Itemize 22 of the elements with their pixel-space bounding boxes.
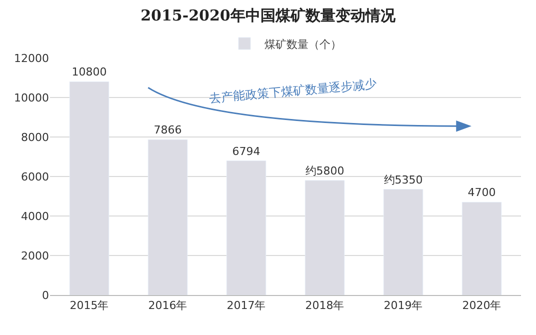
data-label: 4700 [468,186,496,200]
legend-label: 煤矿数量（个） [264,38,342,51]
y-tick-label: 4000 [21,210,49,223]
data-label: 6794 [232,144,260,158]
annotation: 去产能政策下煤矿数量逐步减少 [208,76,378,106]
x-tick-label: 2015年 [70,299,109,312]
x-tick-label: 2020年 [462,299,502,312]
data-label: 10800 [72,66,107,79]
chart-title: 2015-2020年中国煤矿数量变动情况 [140,6,396,25]
y-tick-label: 12000 [14,52,49,65]
y-tick-label: 2000 [21,249,49,262]
y-tick-label: 8000 [21,130,49,144]
data-label: 7866 [154,124,182,137]
y-tick-label: 6000 [21,170,49,184]
x-tick-label: 2019年 [384,299,423,312]
data-label: 约5800 [305,164,344,178]
x-tick-label: 2016年 [148,299,188,312]
x-tick-label: 2018年 [305,299,344,312]
data-label: 约5350 [384,173,423,186]
y-tick-label: 10000 [14,91,49,104]
y-tick-label: 0 [42,288,49,302]
x-tick-label: 2017年 [226,299,266,312]
